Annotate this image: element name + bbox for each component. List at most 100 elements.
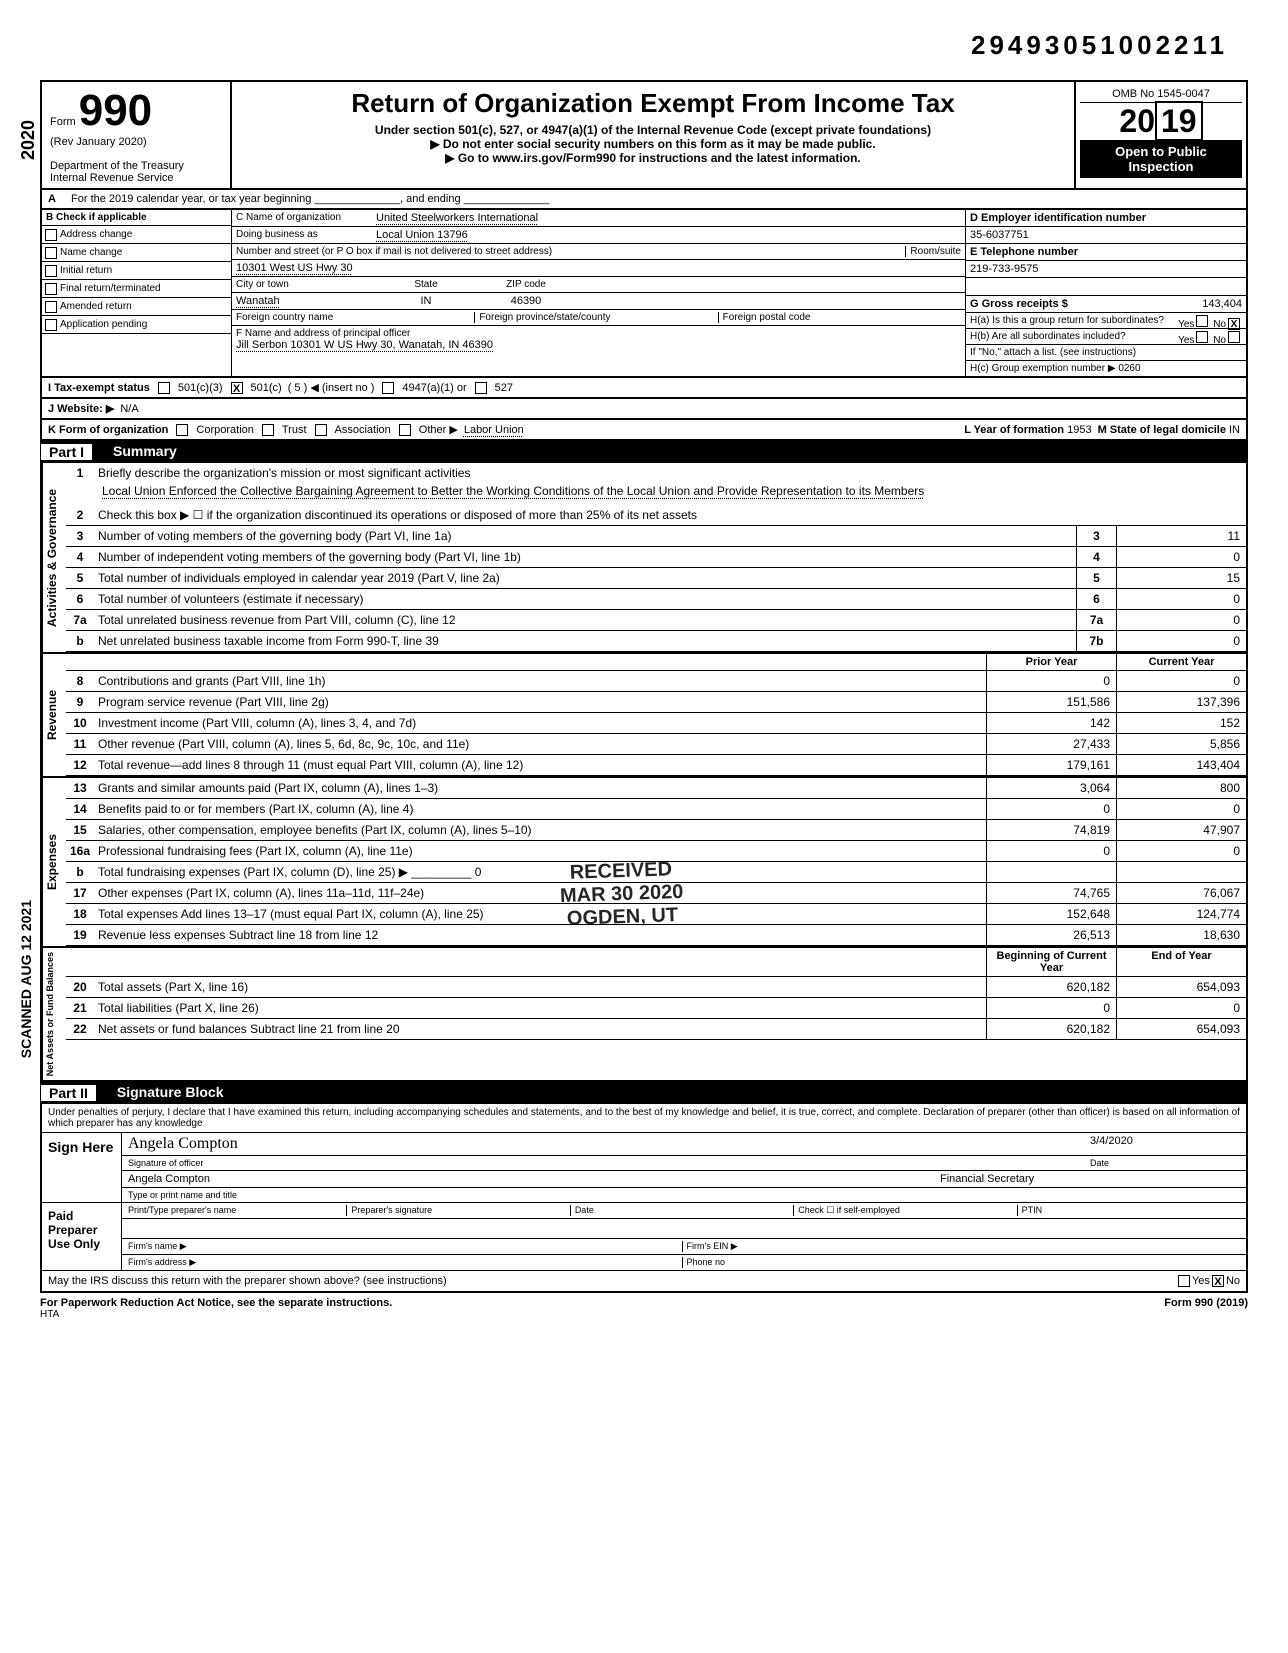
line-value: 0 bbox=[1116, 589, 1246, 609]
line-text: Investment income (Part VIII, column (A)… bbox=[94, 713, 986, 733]
line-num: 17 bbox=[66, 883, 94, 903]
document-id: 29493051002211 bbox=[971, 30, 1228, 61]
prior-value: 3,064 bbox=[986, 778, 1116, 798]
check-initial-return[interactable]: Initial return bbox=[42, 262, 231, 280]
title-sub1: Under section 501(c), 527, or 4947(a)(1)… bbox=[242, 123, 1064, 137]
title-sub2: ▶ Do not enter social security numbers o… bbox=[242, 137, 1064, 151]
trust-box[interactable] bbox=[262, 424, 274, 436]
check-name-change[interactable]: Name change bbox=[42, 244, 231, 262]
current-value: 654,093 bbox=[1116, 1019, 1246, 1039]
prior-value: 0 bbox=[986, 841, 1116, 861]
ptin-label: PTIN bbox=[1018, 1205, 1240, 1216]
discuss-no-box[interactable]: X bbox=[1212, 1275, 1224, 1287]
summary-row: 8Contributions and grants (Part VIII, li… bbox=[66, 671, 1246, 692]
assoc-box[interactable] bbox=[315, 424, 327, 436]
opt-527: 527 bbox=[495, 382, 513, 394]
year-formation: 1953 bbox=[1067, 424, 1091, 436]
org-name: United Steelworkers International bbox=[376, 212, 538, 224]
check-amended-return[interactable]: Amended return bbox=[42, 298, 231, 316]
form-irs: Internal Revenue Service bbox=[50, 172, 174, 184]
ha-no-box[interactable]: X bbox=[1228, 318, 1240, 330]
prep-print-label: Print/Type preparer's name bbox=[128, 1205, 347, 1216]
part2-header: Part II Signature Block bbox=[40, 1082, 1248, 1104]
city-value: Wanatah bbox=[236, 295, 376, 307]
501c3-box[interactable] bbox=[158, 382, 170, 394]
vert-net: Net Assets or Fund Balances bbox=[42, 948, 66, 1080]
vert-governance: Activities & Governance bbox=[42, 463, 66, 652]
end-year-hdr: End of Year bbox=[1116, 948, 1246, 976]
opt-501c3: 501(c)(3) bbox=[178, 382, 223, 394]
hb-no-box[interactable] bbox=[1228, 331, 1240, 343]
line-text: Number of independent voting members of … bbox=[94, 547, 1076, 567]
part2-title: Signature Block bbox=[117, 1084, 224, 1102]
prep-date-label: Date bbox=[571, 1205, 794, 1216]
zip-label: ZIP code bbox=[476, 279, 576, 290]
net-assets-section: Net Assets or Fund Balances Beginning of… bbox=[40, 948, 1248, 1082]
row-i: I Tax-exempt status 501(c)(3) X501(c) ( … bbox=[40, 378, 1248, 399]
line-text: Total number of individuals employed in … bbox=[94, 568, 1076, 588]
line-num: 3 bbox=[66, 526, 94, 546]
prior-value: 0 bbox=[986, 671, 1116, 691]
check-final-return[interactable]: Final return/terminated bbox=[42, 280, 231, 298]
line-text: Total unrelated business revenue from Pa… bbox=[94, 610, 1076, 630]
501c-box[interactable]: X bbox=[231, 382, 243, 394]
current-value: 654,093 bbox=[1116, 977, 1246, 997]
current-value bbox=[1116, 862, 1246, 882]
line-num: 5 bbox=[66, 568, 94, 588]
row-k: K Form of organization Corporation Trust… bbox=[40, 420, 1248, 441]
prior-value: 74,819 bbox=[986, 820, 1116, 840]
527-box[interactable] bbox=[475, 382, 487, 394]
prior-value: 142 bbox=[986, 713, 1116, 733]
check-address-change[interactable]: Address change bbox=[42, 226, 231, 244]
current-value: 152 bbox=[1116, 713, 1246, 733]
scanned-stamp: SCANNED AUG 12 2021 bbox=[18, 900, 34, 1058]
ha-yes-box[interactable] bbox=[1196, 315, 1208, 327]
opt-other: Other ▶ bbox=[419, 423, 458, 436]
line-num: b bbox=[66, 862, 94, 882]
current-value: 5,856 bbox=[1116, 734, 1246, 754]
4947-box[interactable] bbox=[382, 382, 394, 394]
discuss-no: No bbox=[1226, 1275, 1240, 1287]
prior-year-hdr: Prior Year bbox=[986, 654, 1116, 670]
ha-yes: Yes bbox=[1178, 319, 1194, 330]
officer-title: Financial Secretary bbox=[940, 1173, 1240, 1185]
line-num: 13 bbox=[66, 778, 94, 798]
state-value: IN bbox=[376, 295, 476, 307]
foreign-country-label: Foreign country name bbox=[236, 312, 474, 323]
summary-row: 7aTotal unrelated business revenue from … bbox=[66, 610, 1246, 631]
zip-value: 46390 bbox=[476, 295, 576, 307]
l-label: L Year of formation bbox=[964, 424, 1064, 436]
discuss-yes-box[interactable] bbox=[1178, 1275, 1190, 1287]
hb-label: H(b) Are all subordinates included? bbox=[970, 331, 1126, 342]
line-num: 10 bbox=[66, 713, 94, 733]
hb-yes-box[interactable] bbox=[1196, 331, 1208, 343]
line-num: 2 bbox=[66, 505, 94, 525]
other-box[interactable] bbox=[399, 424, 411, 436]
hc-label: H(c) Group exemption number ▶ bbox=[970, 363, 1116, 374]
sign-here-label: Sign Here bbox=[42, 1133, 122, 1202]
section-entity: B Check if applicable Address change Nam… bbox=[40, 210, 1248, 378]
part1-label: Part I bbox=[40, 443, 93, 461]
check-application-pending[interactable]: Application pending bbox=[42, 316, 231, 334]
f-value: Jill Serbon 10301 W US Hwy 30, Wanatah, … bbox=[236, 339, 961, 351]
form-number: 990 bbox=[79, 86, 152, 135]
current-value: 0 bbox=[1116, 799, 1246, 819]
col-de: D Employer identification number 35-6037… bbox=[966, 210, 1246, 376]
corp-box[interactable] bbox=[176, 424, 188, 436]
opt-corp: Corporation bbox=[196, 424, 253, 436]
begin-year-hdr: Beginning of Current Year bbox=[986, 948, 1116, 976]
hc-value: 0260 bbox=[1118, 363, 1140, 374]
line-text: Contributions and grants (Part VIII, lin… bbox=[94, 671, 986, 691]
firm-addr-label: Firm's address ▶ bbox=[128, 1257, 682, 1268]
line-text: Total fundraising expenses (Part IX, col… bbox=[94, 862, 986, 882]
mission-text: Local Union Enforced the Collective Barg… bbox=[98, 480, 1242, 502]
line-box: 7a bbox=[1076, 610, 1116, 630]
line-num: 12 bbox=[66, 755, 94, 775]
prior-value: 0 bbox=[986, 799, 1116, 819]
summary-row: 19Revenue less expenses Subtract line 18… bbox=[66, 925, 1246, 946]
title-box: Return of Organization Exempt From Incom… bbox=[232, 82, 1076, 188]
prior-value: 179,161 bbox=[986, 755, 1116, 775]
prior-value: 26,513 bbox=[986, 925, 1116, 945]
current-value: 0 bbox=[1116, 998, 1246, 1018]
prior-value: 152,648 bbox=[986, 904, 1116, 924]
